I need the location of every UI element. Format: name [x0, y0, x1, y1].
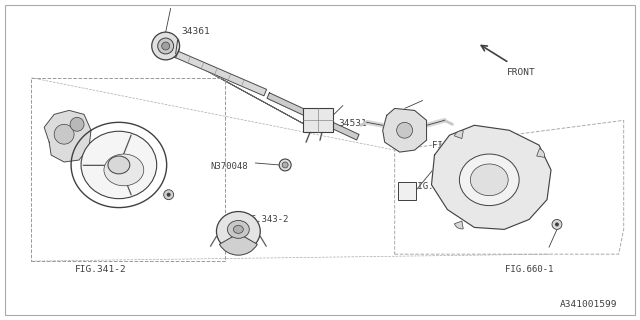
- Circle shape: [279, 159, 291, 171]
- Text: 34361: 34361: [181, 27, 210, 36]
- Wedge shape: [454, 221, 463, 229]
- Circle shape: [166, 193, 171, 197]
- Ellipse shape: [104, 154, 144, 186]
- Circle shape: [54, 124, 74, 144]
- Polygon shape: [174, 51, 267, 96]
- Circle shape: [282, 162, 288, 168]
- Circle shape: [555, 222, 559, 227]
- Text: FIG.660-1: FIG.660-1: [505, 265, 553, 274]
- Text: FIG.660-1: FIG.660-1: [412, 182, 460, 191]
- Wedge shape: [220, 233, 257, 255]
- Text: A341001599: A341001599: [560, 300, 618, 309]
- Text: FIG.341-2: FIG.341-2: [75, 265, 127, 274]
- Circle shape: [157, 38, 173, 54]
- Circle shape: [70, 117, 84, 131]
- Circle shape: [164, 190, 173, 200]
- Bar: [31, 78, 225, 261]
- Text: FRONT: FRONT: [507, 68, 536, 77]
- Circle shape: [397, 122, 413, 138]
- Ellipse shape: [108, 156, 130, 174]
- FancyBboxPatch shape: [303, 108, 333, 132]
- Text: N370048: N370048: [211, 163, 248, 172]
- Circle shape: [152, 32, 180, 60]
- Wedge shape: [537, 148, 545, 157]
- Ellipse shape: [227, 220, 250, 238]
- Ellipse shape: [470, 164, 508, 196]
- Polygon shape: [267, 93, 359, 140]
- Bar: [397, 182, 415, 200]
- Text: FIG.832-1: FIG.832-1: [431, 140, 480, 150]
- Polygon shape: [431, 125, 551, 229]
- Ellipse shape: [460, 154, 519, 206]
- Ellipse shape: [216, 212, 260, 251]
- Polygon shape: [44, 110, 91, 162]
- Wedge shape: [454, 131, 463, 139]
- Ellipse shape: [81, 131, 157, 199]
- Circle shape: [552, 220, 562, 229]
- Ellipse shape: [234, 225, 243, 233]
- Text: 34531: 34531: [338, 119, 367, 128]
- Polygon shape: [383, 108, 426, 152]
- Text: FIG.343-2: FIG.343-2: [241, 215, 289, 224]
- Circle shape: [162, 42, 170, 50]
